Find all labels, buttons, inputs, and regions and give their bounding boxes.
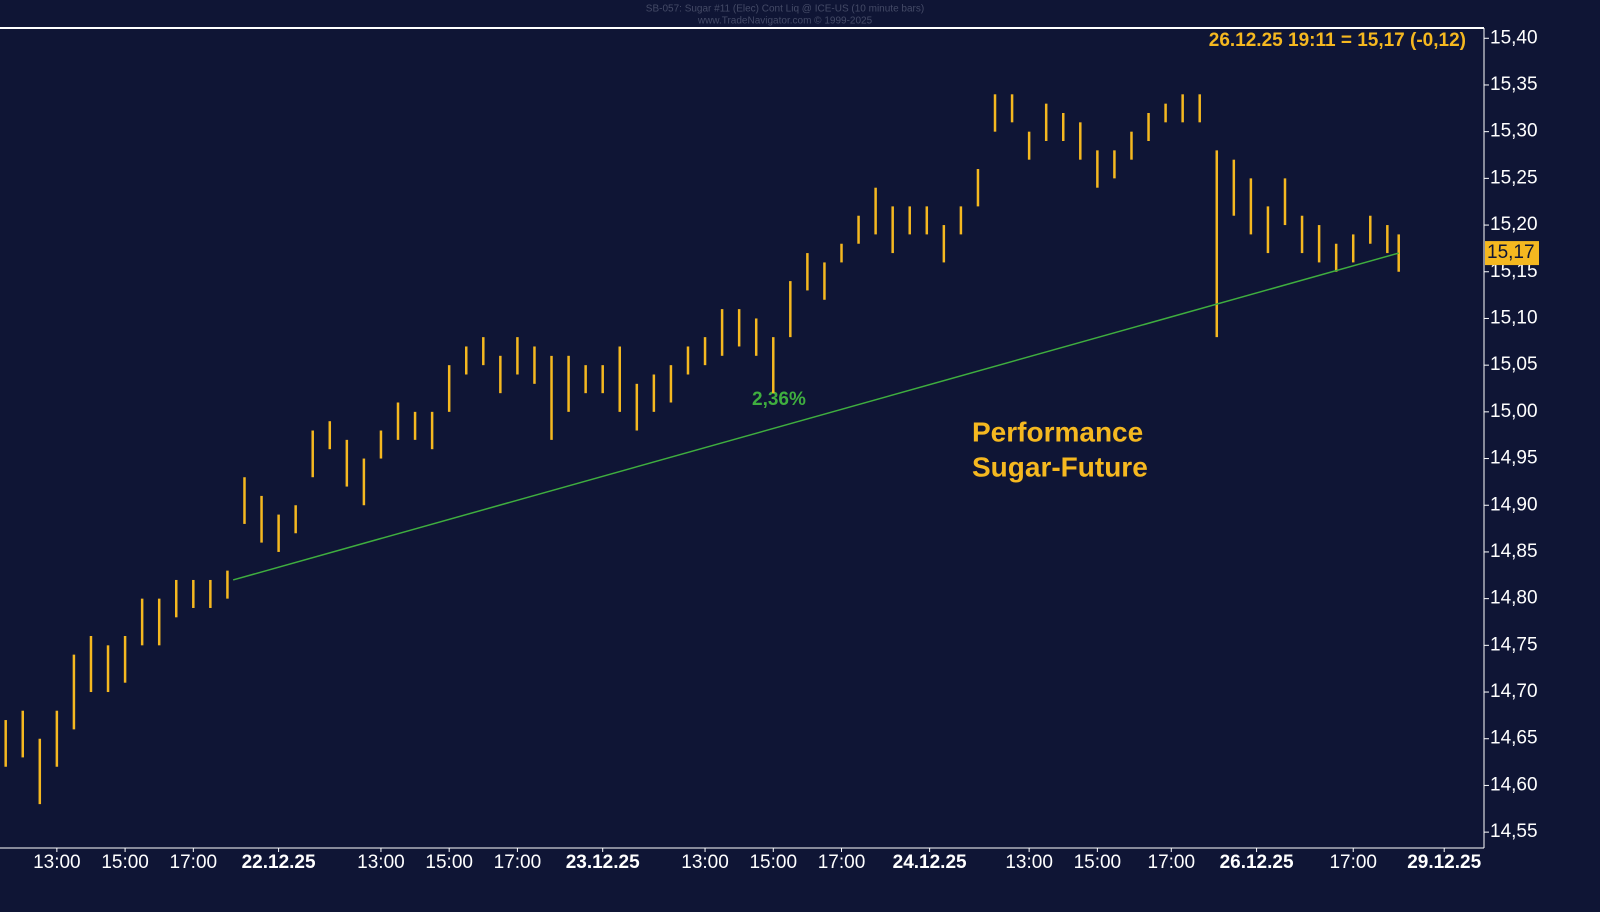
x-tick-label: 17:00	[818, 852, 866, 873]
x-tick-label: 13:00	[357, 852, 405, 873]
x-tick-label: 15:00	[749, 852, 797, 873]
x-tick-label: 17:00	[494, 852, 542, 873]
annotation: Performance	[972, 416, 1143, 447]
y-tick-label: 15,20	[1490, 214, 1538, 235]
y-tick-label: 15,25	[1490, 167, 1538, 188]
x-tick-label: 29.12.25	[1407, 852, 1481, 873]
y-tick-label: 14,75	[1490, 634, 1538, 655]
x-tick-label: 13:00	[681, 852, 729, 873]
x-tick-label: 24.12.25	[893, 852, 967, 873]
y-tick-label: 15,10	[1490, 307, 1538, 328]
y-tick-label: 15,15	[1490, 261, 1538, 282]
x-tick-label: 17:00	[1148, 852, 1196, 873]
annotation: Sugar-Future	[972, 451, 1148, 482]
y-tick-label: 14,85	[1490, 541, 1538, 562]
x-tick-label: 13:00	[1005, 852, 1053, 873]
last-price-box	[1485, 241, 1539, 266]
x-tick-label: 17:00	[1329, 852, 1377, 873]
x-tick-label: 17:00	[170, 852, 218, 873]
x-tick-label: 22.12.25	[242, 852, 316, 873]
y-tick-label: 14,60	[1490, 774, 1538, 795]
x-tick-label: 26.12.25	[1220, 852, 1294, 873]
y-tick-label: 15,35	[1490, 74, 1538, 95]
y-tick-label: 14,70	[1490, 681, 1538, 702]
chart-subtitle: www.TradeNavigator.com © 1999-2025	[697, 16, 873, 27]
chart-title: SB-057: Sugar #11 (Elec) Cont Liq @ ICE-…	[646, 4, 924, 15]
x-tick-label: 13:00	[33, 852, 81, 873]
trendline	[232, 252, 1399, 581]
y-tick-label: 14,80	[1490, 588, 1538, 609]
y-tick-label: 14,90	[1490, 494, 1538, 515]
x-tick-label: 15:00	[1074, 852, 1122, 873]
y-tick-label: 15,00	[1490, 401, 1538, 422]
x-tick-label: 15:00	[425, 852, 473, 873]
x-tick-label: 15:00	[101, 852, 149, 873]
y-tick-label: 14,65	[1490, 728, 1538, 749]
x-tick-label: 23.12.25	[566, 852, 640, 873]
y-tick-label: 15,30	[1490, 121, 1538, 142]
y-tick-label: 15,05	[1490, 354, 1538, 375]
last-price-label: 15,17	[1487, 242, 1535, 263]
y-tick-label: 14,55	[1490, 821, 1538, 842]
y-tick-label: 14,95	[1490, 448, 1538, 469]
header-quote: 26.12.25 19:11 = 15,17 (-0,12)	[1209, 30, 1466, 51]
trend-label: 2,36%	[752, 389, 806, 410]
y-tick-label: 15,40	[1490, 27, 1538, 48]
